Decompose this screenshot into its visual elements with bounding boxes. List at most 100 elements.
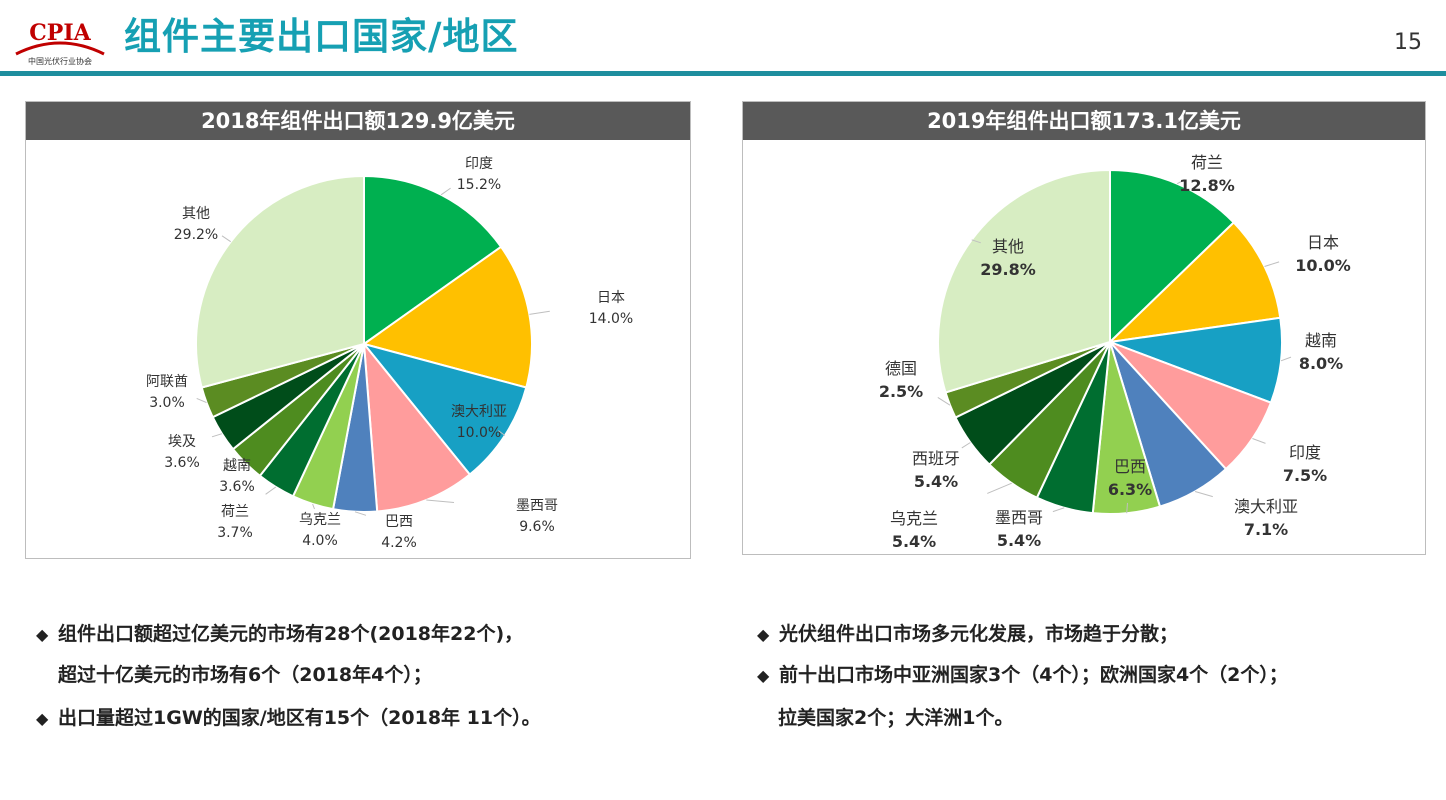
- leader-line: [426, 499, 455, 503]
- leader-line: [1252, 438, 1266, 444]
- slice-value-label: 6.3%: [1108, 480, 1152, 499]
- leader-line: [1126, 502, 1128, 514]
- bullet-text: 拉美国家2个；大洋洲1个。: [778, 707, 1014, 729]
- slice-name-label: 墨西哥: [995, 508, 1043, 527]
- slice-value-label: 5.4%: [914, 472, 958, 491]
- slice-name-label: 荷兰: [1191, 153, 1223, 172]
- logo-text: CPIA: [29, 20, 91, 46]
- leader-line: [1264, 261, 1280, 267]
- bullet-text: 组件出口额超过亿美元的市场有28个(2018年22个)，: [58, 623, 524, 645]
- slice-name-label: 日本: [1307, 233, 1339, 252]
- slice-name-label: 埃及: [168, 434, 196, 450]
- slice-value-label: 29.8%: [980, 260, 1036, 279]
- slice-value-label: 4.2%: [381, 535, 417, 551]
- slice-name-label: 越南: [1305, 331, 1337, 350]
- bullet-item: ◆ 前十出口市场中亚洲国家3个（4个）；欧洲国家4个（2个）；: [757, 663, 1288, 688]
- slice-name-label: 澳大利亚: [451, 404, 507, 420]
- bullet-text: 前十出口市场中亚洲国家3个（4个）；欧洲国家4个（2个）；: [779, 664, 1288, 686]
- diamond-bullet-icon: ◆: [36, 625, 49, 644]
- pie-slice: [363, 174, 503, 346]
- slice-name-label: 荷兰: [221, 504, 249, 520]
- logo-subtext: 中国光伏行业协会: [28, 56, 92, 66]
- slice-name-label: 阿联酋: [146, 373, 188, 390]
- bullet-text: 光伏组件出口市场多元化发展，市场趋于分散；: [779, 623, 1179, 645]
- slice-name-label: 巴西: [385, 514, 413, 530]
- leader-line: [1176, 179, 1185, 185]
- header-divider: [0, 71, 1446, 76]
- cpia-logo: CPIA 中国光伏行业协会: [15, 20, 105, 66]
- leader-line: [211, 433, 223, 438]
- chart-title: 2018年组件出口额129.9亿美元: [26, 102, 690, 140]
- leader-line: [354, 511, 367, 516]
- leader-line: [1194, 491, 1213, 498]
- slice-value-label: 3.0%: [149, 395, 185, 411]
- leader-line: [221, 235, 231, 243]
- slice-name-label: 巴西: [1114, 457, 1146, 476]
- slice-value-label: 3.7%: [217, 525, 253, 541]
- slice-value-label: 5.4%: [892, 532, 936, 551]
- chart-panel-2019: 2019年组件出口额173.1亿美元 荷兰 12.8% 日本 10.0% 越南 8.0% 印…: [742, 101, 1426, 555]
- leader-line: [498, 430, 506, 436]
- slice-value-label: 8.0%: [1299, 354, 1343, 373]
- slice-name-label: 澳大利亚: [1234, 497, 1298, 516]
- slice-value-label: 10.0%: [457, 425, 501, 441]
- page-number: 15: [1394, 30, 1422, 55]
- leader-line: [312, 503, 315, 510]
- leader-line: [243, 462, 246, 466]
- pie-slice: [937, 168, 1111, 394]
- slice-name-label: 日本: [597, 290, 625, 306]
- pie-slice: [361, 245, 533, 389]
- leader-line: [265, 486, 277, 495]
- chart-title: 2019年组件出口额173.1亿美元: [743, 102, 1425, 140]
- slice-name-label: 印度: [465, 156, 493, 172]
- pie-chart-2018: 印度 15.2% 日本 14.0% 澳大利亚 10.0% 墨西哥 9.6% 巴西 4.2% 乌克兰 4…: [146, 156, 633, 551]
- slice-value-label: 4.0%: [302, 533, 338, 549]
- bullet-item: ◆ 光伏组件出口市场多元化发展，市场趋于分散；: [757, 622, 1178, 647]
- pie-slice: [1109, 168, 1236, 345]
- leader-line: [937, 396, 951, 406]
- leader-line: [196, 397, 207, 404]
- slice-value-label: 5.4%: [997, 531, 1041, 550]
- slice-name-label: 越南: [223, 458, 251, 474]
- pie-slice: [362, 340, 472, 513]
- slice-name-label: 印度: [1289, 443, 1321, 462]
- diamond-bullet-icon: ◆: [757, 625, 770, 644]
- leader-line: [440, 187, 451, 196]
- bullet-text: 出口量超过1GW的国家/地区有15个（2018年 11个）。: [58, 707, 541, 729]
- diamond-bullet-icon: ◆: [36, 709, 49, 728]
- chart-panel-2018: 2018年组件出口额129.9亿美元 印度 15.2% 日本 14.0% 澳大利亚 10.…: [25, 101, 691, 559]
- slice-value-label: 3.6%: [219, 479, 255, 495]
- leader-line: [971, 239, 981, 244]
- slice-value-label: 7.5%: [1283, 466, 1327, 485]
- pie-chart-2019: 荷兰 12.8% 日本 10.0% 越南 8.0% 印度 7.5% 澳大利亚 7.1% 巴西 6.3%…: [879, 153, 1351, 551]
- diamond-bullet-icon: ◆: [757, 666, 770, 685]
- slide-header: CPIA 中国光伏行业协会 组件主要出口国家/地区 15: [0, 0, 1446, 78]
- slice-name-label: 其他: [182, 206, 210, 222]
- bullet-item: ◆ 组件出口额超过亿美元的市场有28个(2018年22个)，: [36, 622, 523, 647]
- slice-name-label: 乌克兰: [890, 509, 938, 528]
- slice-name-label: 乌克兰: [299, 512, 341, 528]
- slice-value-label: 14.0%: [589, 311, 633, 327]
- bullet-item: 拉美国家2个；大洋洲1个。: [778, 706, 1013, 730]
- bullet-item: ◆ 出口量超过1GW的国家/地区有15个（2018年 11个）。: [36, 706, 541, 731]
- leader-line: [987, 482, 1012, 494]
- slice-name-label: 其他: [992, 237, 1024, 256]
- leader-line: [529, 310, 550, 315]
- slice-value-label: 10.0%: [1295, 256, 1351, 275]
- bullet-item: 超过十亿美元的市场有6个（2018年4个）；: [58, 663, 432, 687]
- bullet-text: 超过十亿美元的市场有6个（2018年4个）；: [58, 664, 432, 686]
- leader-line: [1052, 507, 1065, 513]
- page-title: 组件主要出口国家/地区: [124, 15, 519, 58]
- slice-value-label: 7.1%: [1244, 520, 1288, 539]
- slice-value-label: 15.2%: [457, 177, 501, 193]
- slice-name-label: 墨西哥: [516, 498, 558, 514]
- slice-name-label: 德国: [885, 359, 917, 378]
- slice-value-label: 3.6%: [164, 455, 200, 471]
- leader-line: [961, 442, 971, 449]
- slice-name-label: 西班牙: [912, 449, 960, 468]
- slice-value-label: 9.6%: [519, 519, 555, 535]
- slice-value-label: 12.8%: [1179, 176, 1235, 195]
- slice-value-label: 2.5%: [879, 382, 923, 401]
- leader-line: [1280, 356, 1292, 362]
- pie-slice: [195, 174, 365, 389]
